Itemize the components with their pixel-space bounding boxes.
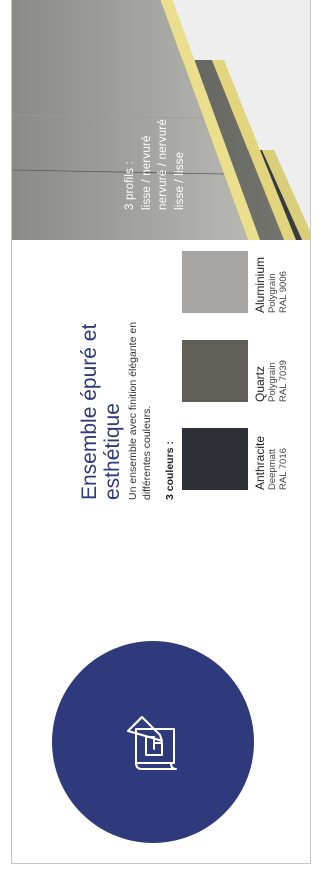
swatch-finish: Polygrain: [267, 362, 278, 402]
panel-photo: 3 profils : lisse / nervuré nervuré / ne…: [12, 0, 310, 240]
swatch-quartz: [182, 340, 248, 402]
profile-line: nervuré / nervuré: [157, 119, 169, 210]
swatch-label-anthracite: Anthracite Deepmatt RAL 7016: [253, 410, 289, 490]
swatch-aluminium: [182, 251, 248, 313]
section-heading: Ensemble épuré et esthétique: [78, 323, 124, 500]
swatch-label-quartz: Quartz Polygrain RAL 7039: [253, 322, 289, 402]
profile-line: lisse / lisse: [173, 151, 186, 210]
door-panels-illustration: [12, 0, 310, 240]
swatch-name: Aluminium: [253, 256, 267, 313]
profile-line: lisse / nervuré: [140, 135, 153, 210]
swatch-label-aluminium: Aluminium Polygrain RAL 9006: [253, 233, 289, 313]
product-card: 3 profils : lisse / nervuré nervuré / ne…: [11, 0, 311, 864]
swatch-finish: Deepmatt: [267, 448, 278, 490]
colors-label: 3 couleurs :: [164, 441, 176, 500]
section-description: Un ensemble avec finition élégante en di…: [127, 321, 153, 500]
profiles-caption: 3 profils : lisse / nervuré nervuré / ne…: [122, 10, 188, 210]
blueprint-pencil-icon: [127, 716, 177, 770]
swatch-ral: RAL 7016: [278, 448, 289, 490]
feature-badge: [52, 641, 254, 843]
profiles-title: 3 profils :: [124, 161, 136, 210]
swatch-finish: Polygrain: [267, 273, 278, 313]
swatch-ral: RAL 7039: [278, 360, 289, 402]
swatch-anthracite: [182, 428, 248, 490]
swatch-ral: RAL 9006: [278, 271, 289, 313]
swatch-name: Anthracite: [253, 435, 267, 490]
swatch-name: Quartz: [253, 365, 267, 402]
